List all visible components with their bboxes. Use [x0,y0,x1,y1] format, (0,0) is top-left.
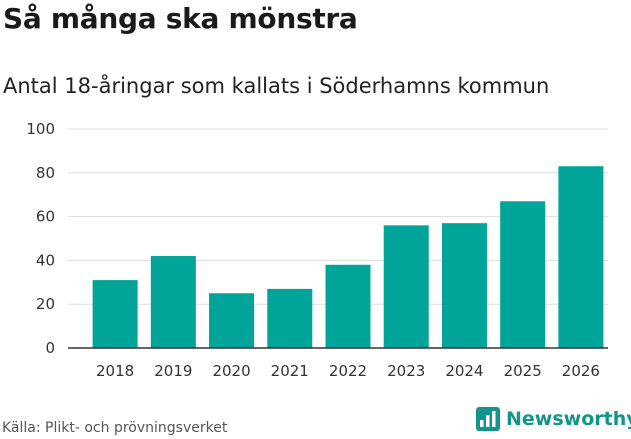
x-tick-label: 2021 [271,362,309,380]
bar-2026 [558,166,604,348]
bar-2025 [500,201,546,348]
x-tick-label: 2020 [212,362,250,380]
x-tick-label: 2025 [504,362,542,380]
chart-title: Så många ska mönstra [3,2,358,35]
x-tick-label: 2018 [96,362,134,380]
y-tick-label: 100 [26,120,55,138]
y-tick-label: 60 [36,208,55,226]
bar-2020 [209,293,255,348]
y-tick-label: 20 [36,295,55,313]
x-tick-label: 2026 [562,362,600,380]
brand-logo: Newsworthy [476,407,631,431]
bar-chart-logo-icon [476,407,500,431]
bar-2018 [92,280,138,348]
bar-chart: 0 20 40 60 80 100 2018 2019 2020 2021 2022 2023 2024… [26,120,608,380]
x-tick-label: 2024 [445,362,483,380]
x-tick-label: 2023 [387,362,425,380]
x-tick-label: 2022 [329,362,367,380]
bar-2019 [150,256,196,348]
y-tick-label: 40 [36,251,55,269]
bar-2024 [441,223,487,348]
bar-2023 [383,225,429,348]
chart-subtitle: Antal 18-åringar som kallats i Söderhamn… [3,74,550,98]
y-tick-label: 80 [36,164,55,182]
brand-name: Newsworthy [506,408,631,430]
bar-2022 [325,264,371,348]
x-tick-label: 2019 [154,362,192,380]
y-tick-label: 0 [45,339,55,357]
source-note: Källa: Plikt- och prövningsverket [2,420,228,436]
bar-2021 [267,288,313,348]
